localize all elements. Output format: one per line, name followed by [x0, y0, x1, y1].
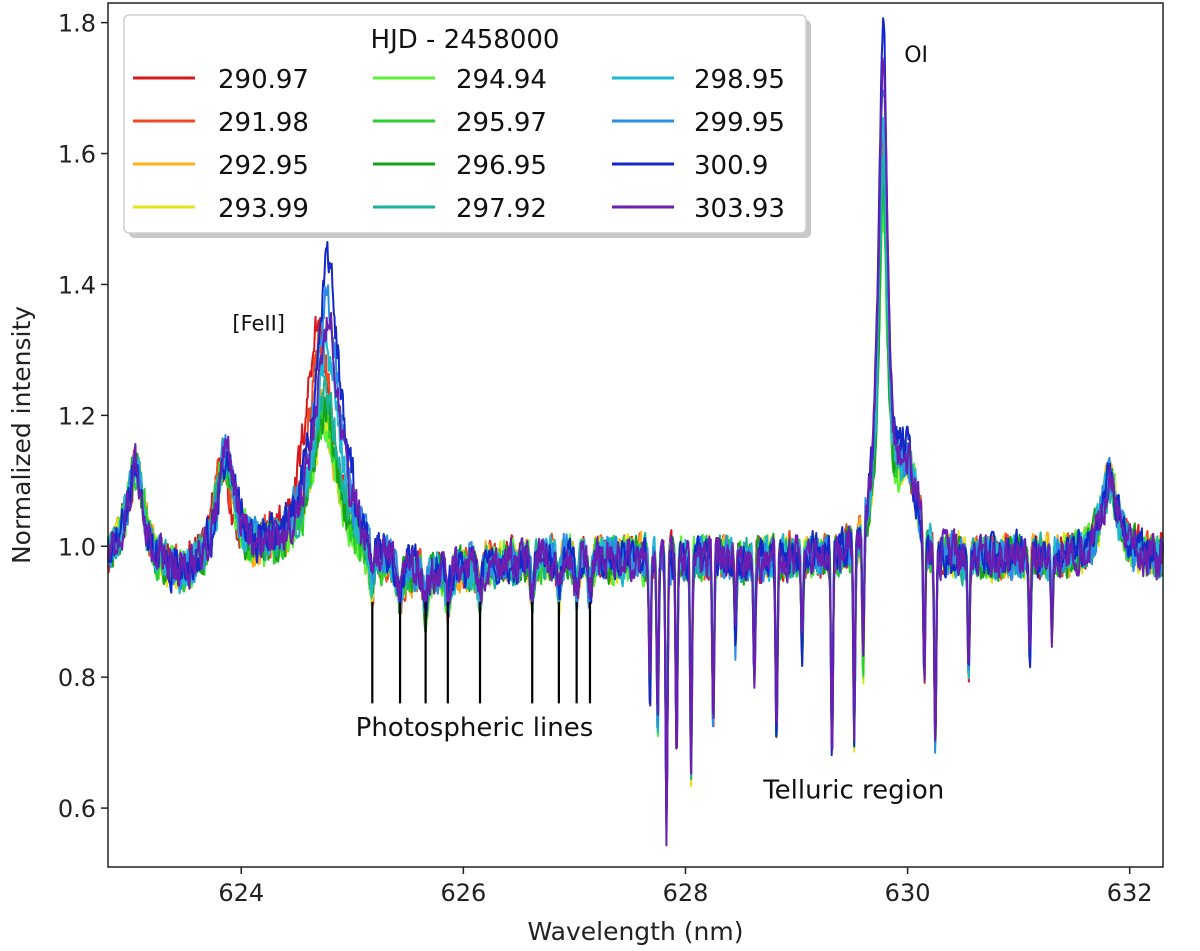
- legend-label: 297.92: [456, 194, 547, 224]
- series-line-303-93: [107, 56, 1164, 847]
- x-tick-label: 626: [440, 879, 486, 907]
- annotation-feii: [FeII]: [232, 311, 285, 335]
- y-tick-label: 1.8: [58, 10, 96, 38]
- y-tick-label: 0.6: [58, 795, 96, 823]
- legend-title: HJD - 2458000: [371, 25, 560, 55]
- legend-label: 298.95: [694, 65, 785, 95]
- legend-label: 294.94: [456, 65, 547, 95]
- legend-label: 293.99: [218, 194, 309, 224]
- x-tick-label: 630: [885, 879, 931, 907]
- y-tick-label: 0.8: [58, 664, 96, 692]
- x-axis-title: Wavelength (nm): [528, 917, 744, 946]
- y-tick-label: 1.4: [58, 271, 96, 299]
- plot-frame: [107, 2, 1164, 868]
- legend-label: 303.93: [694, 194, 785, 224]
- legend-label: 295.97: [456, 108, 547, 138]
- y-tick-label: 1.6: [58, 141, 96, 169]
- legend-label: 290.97: [218, 65, 309, 95]
- photospheric-markers: [371, 601, 592, 704]
- x-axis: 624 626 628 630 632: [218, 867, 1153, 907]
- legend-entries: 290.97 291.98 292.95 293.99 294.94 295.97 296.…: [133, 65, 785, 224]
- annotation-oi: OI: [904, 43, 928, 68]
- legend-label: 296.95: [456, 151, 547, 181]
- legend-box: [123, 14, 807, 234]
- legend: HJD - 2458000 290.97291.98292.95293.9929…: [123, 14, 811, 238]
- x-tick-label: 628: [663, 879, 709, 907]
- y-tick-label: 1.0: [58, 533, 96, 561]
- legend-label: 292.95: [218, 151, 309, 181]
- y-axis-title: Normalized intensity: [7, 306, 36, 564]
- x-tick-label: 624: [218, 879, 264, 907]
- annotation-telluric-region: Telluric region: [762, 775, 944, 805]
- series-layer: [107, 17, 1164, 847]
- y-tick-label: 1.2: [58, 402, 96, 430]
- legend-label: 300.9: [694, 151, 768, 181]
- y-axis: 0.6 0.8 1.0 1.2 1.4 1.6 1.8: [58, 10, 108, 823]
- legend-label: 291.98: [218, 108, 309, 138]
- x-tick-label: 632: [1107, 879, 1153, 907]
- legend-label: 299.95: [694, 108, 785, 138]
- annotation-photospheric-lines: Photospheric lines: [356, 713, 594, 743]
- annotations: OI [FeII] Photospheric lines Telluric re…: [232, 43, 944, 805]
